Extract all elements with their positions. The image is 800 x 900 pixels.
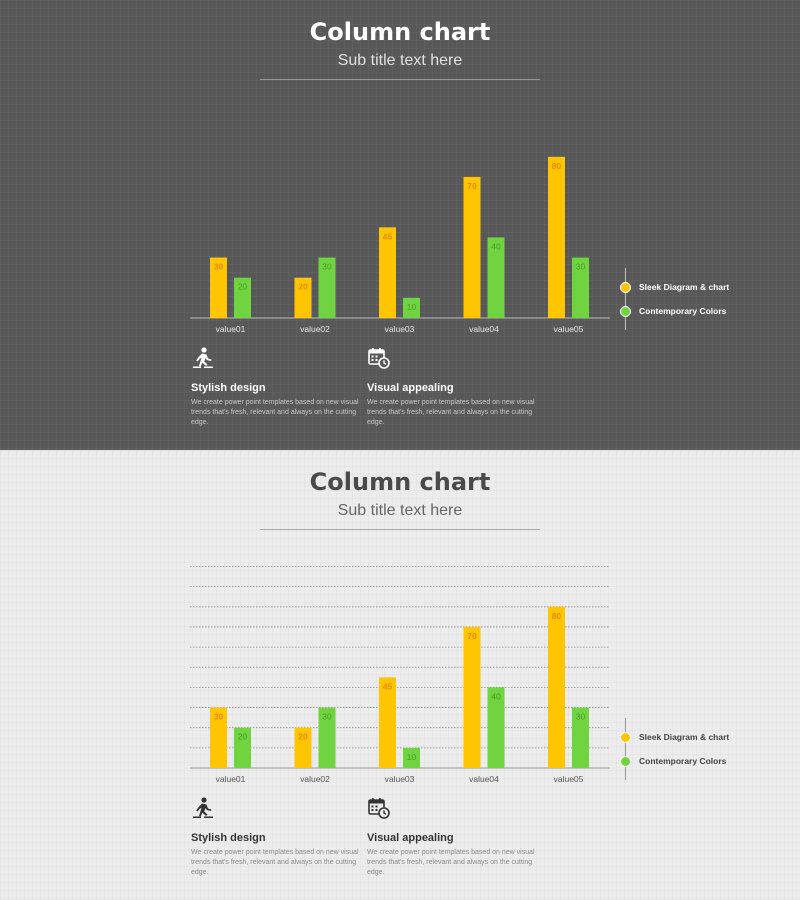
data-label: 70: [467, 181, 477, 191]
x-tick-label: value04: [469, 324, 499, 334]
legend-dot-green: [620, 755, 631, 767]
bar-series-1: [379, 227, 396, 318]
feature-heading: Stylish design: [191, 382, 266, 394]
x-tick-label: value01: [216, 324, 246, 334]
legend-dot-yellow: [620, 731, 631, 743]
bar-series-1: [463, 176, 481, 318]
bar-series-2: [318, 707, 336, 768]
data-label: 80: [552, 611, 562, 621]
title-divider: [260, 529, 540, 530]
page-title: Column chart: [309, 18, 491, 46]
data-label: 30: [214, 262, 224, 272]
x-tick-label: value03: [385, 774, 415, 784]
data-label: 80: [552, 161, 562, 171]
data-label: 20: [238, 732, 248, 742]
data-label: 20: [298, 732, 308, 742]
data-label: 30: [576, 712, 586, 722]
chart-legend: Sleek Diagram & chart Contemporary Color…: [620, 718, 790, 780]
legend-item-series-2: Contemporary Colors: [620, 304, 726, 318]
data-label: 30: [322, 712, 332, 722]
bar-series-1: [379, 677, 396, 768]
data-label: 10: [407, 302, 417, 312]
bar-series-1: [548, 606, 565, 768]
bar-series-2: [234, 277, 251, 318]
x-tick-label: value02: [300, 324, 330, 334]
data-label: 20: [298, 282, 308, 292]
legend-item-series-1: Sleek Diagram & chart: [620, 280, 729, 294]
slide-dark: Column chart Sub title text here 30 20 val…: [0, 0, 800, 450]
legend-label: Sleek Diagram & chart: [639, 282, 730, 292]
page-subtitle: Sub title text here: [337, 52, 463, 69]
data-label: 30: [576, 262, 586, 272]
bar-series-1: [294, 277, 312, 318]
legend-dot-yellow: [620, 281, 631, 293]
feature-heading: Stylish design: [191, 832, 266, 844]
slide-light: Column chart Sub title text here 30 20 val…: [0, 450, 800, 900]
x-tick-label: value02: [300, 774, 330, 784]
data-label: 45: [383, 681, 393, 691]
legend-label: Sleek Diagram & chart: [639, 732, 730, 742]
running-person-icon: [193, 347, 213, 368]
bar-series-2: [487, 237, 505, 318]
title-divider: [260, 79, 540, 80]
calendar-clock-icon: [368, 798, 390, 819]
legend-item-series-2: Contemporary Colors: [620, 754, 726, 768]
data-label: 40: [491, 241, 501, 251]
legend-line: [625, 718, 626, 780]
feature-heading: Visual appealing: [367, 382, 454, 394]
feature-stylish-design: Stylish design We create power point tem…: [191, 346, 361, 428]
feature-body: We create power point templates based on…: [367, 399, 535, 426]
bar-series-2: [403, 297, 420, 318]
bar-series-1: [210, 707, 227, 768]
legend-line: [625, 268, 626, 330]
legend-item-series-1: Sleek Diagram & chart: [620, 730, 729, 744]
x-tick-label: value03: [385, 324, 415, 334]
bar-series-2: [487, 687, 505, 768]
bar-series-2: [572, 707, 589, 768]
data-label: 30: [322, 262, 332, 272]
bar-series-1: [548, 156, 565, 318]
calendar-clock-icon: [368, 348, 390, 369]
data-label: 10: [407, 752, 417, 762]
data-label: 45: [383, 231, 393, 241]
legend-label: Contemporary Colors: [639, 306, 727, 316]
data-label: 70: [467, 631, 477, 641]
running-person-icon: [193, 797, 213, 818]
x-tick-label: value05: [554, 774, 584, 784]
x-tick-label: value05: [554, 324, 584, 334]
feature-heading: Visual appealing: [367, 832, 454, 844]
legend-label: Contemporary Colors: [639, 756, 727, 766]
feature-visual-appealing: Visual appealing We create power point t…: [367, 346, 537, 428]
column-chart: 30 20 value01 20 30 value02 45 10 value03 70 40 val…: [190, 566, 610, 784]
bar-series-1: [294, 727, 312, 768]
legend-dot-green: [620, 305, 631, 317]
feature-stylish-design: Stylish design We create power point tem…: [191, 796, 361, 878]
data-label: 30: [214, 712, 224, 722]
feature-body: We create power point templates based on…: [367, 849, 535, 876]
feature-body: We create power point templates based on…: [191, 849, 359, 876]
page-subtitle: Sub title text here: [337, 502, 463, 519]
data-label: 20: [238, 282, 248, 292]
data-label: 40: [491, 691, 501, 701]
bar-series-1: [210, 257, 227, 318]
page-title: Column chart: [309, 468, 491, 496]
column-chart: 30 20 value01 20 30 value02 45 10 value03 70 40 val…: [190, 156, 610, 334]
bar-series-2: [318, 257, 336, 318]
chart-legend: Sleek Diagram & chart Contemporary Color…: [620, 268, 790, 330]
feature-body: We create power point templates based on…: [191, 399, 359, 426]
bar-series-2: [403, 747, 420, 768]
bar-series-2: [234, 727, 251, 768]
bar-series-2: [572, 257, 589, 318]
x-tick-label: value04: [469, 774, 499, 784]
bar-series-1: [463, 626, 481, 768]
feature-visual-appealing: Visual appealing We create power point t…: [367, 796, 537, 878]
x-tick-label: value01: [216, 774, 246, 784]
